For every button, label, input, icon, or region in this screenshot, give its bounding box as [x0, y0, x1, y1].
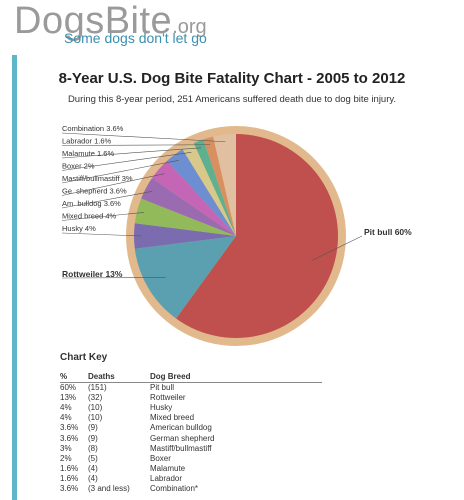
key-row: 2% (5) Boxer — [60, 454, 322, 464]
key-cell-breed: Labrador — [150, 473, 183, 483]
key-row: 1.6% (4) Labrador — [60, 474, 322, 484]
key-cell-percent: 2% — [60, 453, 72, 463]
key-cell-percent: 3.6% — [60, 433, 79, 443]
pie-slice — [182, 143, 236, 236]
key-cell-percent: 13% — [60, 393, 77, 403]
key-cell-breed: Combination* — [150, 483, 199, 493]
key-cell-percent: 3.6% — [60, 423, 79, 433]
key-cell-deaths: (10) — [88, 413, 103, 423]
slice-label: Combination 3.6% — [62, 124, 124, 133]
key-header-row: % Deaths Dog Breed — [60, 371, 322, 383]
key-cell-deaths: (4) — [88, 463, 98, 473]
side-accent-bar — [12, 55, 17, 500]
pie-slice — [203, 136, 236, 236]
key-cell-percent: 4% — [60, 403, 72, 413]
key-cell-deaths: (9) — [88, 433, 98, 443]
pie-slice — [141, 178, 236, 236]
leader-line — [61, 212, 145, 221]
key-cell-breed: German shepherd — [150, 433, 215, 443]
key-cell-percent: 1.6% — [60, 463, 79, 473]
key-cell-deaths: (8) — [88, 443, 98, 453]
key-header-deaths: Deaths — [88, 371, 150, 383]
slice-label: Pit bull 60% — [364, 227, 412, 237]
key-cell-deaths: (10) — [88, 403, 103, 413]
key-cell-percent: 1.6% — [60, 473, 79, 483]
pie-slice — [176, 134, 338, 338]
key-cell-deaths: (151) — [88, 383, 107, 393]
key-cell-percent: 3.6% — [60, 483, 79, 493]
key-cell-percent: 60% — [60, 383, 77, 393]
key-row: 3.6% (9) German shepherd — [60, 433, 322, 443]
slice-label: Husky 4% — [62, 224, 96, 233]
key-cell-breed: American bulldog — [150, 423, 212, 433]
chart-title: 8-Year U.S. Dog Bite Fatality Chart - 20… — [58, 70, 406, 87]
slice-label: Rottweiler 13% — [62, 269, 123, 279]
key-cell-breed: Mixed breed — [150, 413, 195, 423]
leader-line — [61, 132, 226, 143]
slice-label: Am. bulldog 3.6% — [62, 199, 121, 208]
leader-line — [61, 232, 142, 237]
key-row: 1.6% (4) Malamute — [60, 464, 322, 474]
key-row: 60% (151) Pit bull — [60, 383, 322, 394]
key-cell-breed: Mastiff/bullmastiff — [150, 443, 212, 453]
key-row: 3.6% (9) American bulldog — [60, 423, 322, 433]
logo-suffix: .org — [172, 16, 207, 38]
key-row: 4% (10) Husky — [60, 403, 322, 413]
pie-slice — [167, 149, 236, 236]
slice-label: Labrador 1.6% — [62, 137, 112, 146]
slice-label: Malamute 1.6% — [62, 149, 114, 158]
slice-label: Boxer 2% — [62, 162, 95, 171]
logo-tagline: Some dogs don't let go — [64, 30, 207, 46]
slice-label: Mixed breed 4% — [62, 212, 117, 221]
leader-line — [61, 160, 179, 184]
key-cell-deaths: (4) — [88, 473, 98, 483]
logo-main-text: DogsBite — [14, 0, 173, 42]
pie-slice — [193, 139, 236, 236]
pie-slice — [134, 198, 236, 236]
key-cell-breed: Husky — [150, 403, 173, 413]
key-cell-deaths: (9) — [88, 423, 98, 433]
pie-slice — [151, 160, 236, 236]
logo[interactable]: DogsBite.org — [14, 2, 207, 40]
key-header-breed: Dog Breed — [150, 371, 322, 383]
key-cell-breed: Pit bull — [150, 383, 175, 393]
key-row: 3.6% (3 and less) Combination* — [60, 484, 322, 494]
leader-line — [61, 173, 165, 196]
chart-key-table: % Deaths Dog Breed 60% (151) Pit bull 13% (3… — [60, 371, 322, 494]
key-row: 3% (8) Mastiff/bullmastiff — [60, 444, 322, 454]
key-header-percent: % — [60, 371, 88, 383]
pie-chart: Pit bull 60% Rottweiler 13% Combination 3.… — [61, 124, 412, 346]
key-cell-percent: 3% — [60, 443, 72, 453]
slice-label: Ge. shepherd 3.6% — [62, 187, 127, 196]
leader-line — [61, 147, 202, 159]
key-cell-deaths: (3 and less) — [88, 483, 130, 493]
leader-line — [61, 144, 211, 146]
leader-line — [61, 191, 153, 209]
slice-label: Mastiff/bullmastiff 3% — [62, 174, 133, 183]
key-cell-breed: Rottweiler — [150, 393, 186, 403]
chart-key-title: Chart Key — [60, 352, 108, 363]
key-cell-breed: Malamute — [150, 463, 186, 473]
key-cell-deaths: (32) — [88, 393, 103, 403]
pie-slice — [134, 236, 236, 319]
key-cell-percent: 4% — [60, 413, 72, 423]
pie-slice — [134, 223, 236, 249]
chart-subtitle: During this 8-year period, 251 Americans… — [67, 94, 397, 105]
key-row: 4% (10) Mixed breed — [60, 413, 322, 423]
leader-line — [61, 152, 192, 171]
pie-slice — [213, 134, 236, 236]
key-cell-breed: Boxer — [150, 453, 171, 463]
key-row: 13% (32) Rottweiler — [60, 393, 322, 403]
leader-line — [311, 235, 363, 261]
key-cell-deaths: (5) — [88, 453, 98, 463]
